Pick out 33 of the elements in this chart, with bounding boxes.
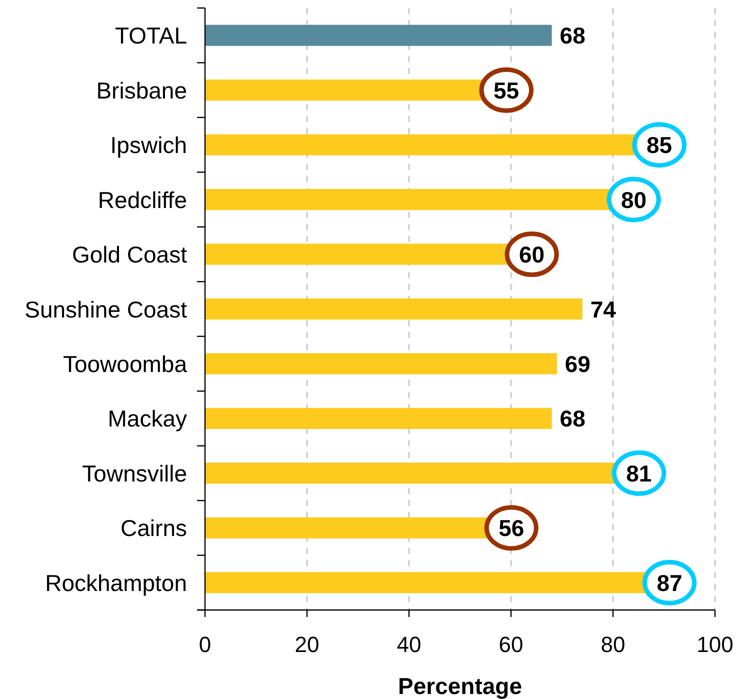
y-tick-label: Ipswich bbox=[110, 132, 187, 158]
bar bbox=[205, 24, 552, 46]
data-label: 74 bbox=[590, 296, 616, 322]
x-tick-label: 0 bbox=[198, 632, 212, 657]
x-tick-label: 20 bbox=[294, 632, 320, 657]
x-axis-title: Percentage bbox=[398, 673, 522, 699]
x-tick-label: 60 bbox=[498, 632, 524, 657]
data-label: 68 bbox=[560, 22, 586, 49]
y-tick-label: Toowoomba bbox=[62, 351, 188, 378]
data-label: 85 bbox=[646, 132, 672, 158]
y-tick-label: Rockhampton bbox=[45, 570, 187, 596]
data-label: 68 bbox=[560, 406, 586, 432]
y-tick-label: Brisbane bbox=[96, 77, 187, 104]
data-label: 56 bbox=[498, 515, 524, 542]
y-tick-label: Gold Coast bbox=[72, 242, 188, 268]
y-tick-label: Sunshine Coast bbox=[24, 296, 188, 322]
data-label: 87 bbox=[656, 570, 682, 596]
data-label: 55 bbox=[494, 77, 520, 104]
y-tick-label: TOTAL bbox=[115, 22, 188, 49]
data-label: 80 bbox=[621, 186, 647, 213]
data-label: 69 bbox=[564, 351, 590, 378]
y-tick-label: Redcliffe bbox=[98, 186, 187, 213]
bar bbox=[205, 353, 557, 374]
x-tick-label: 40 bbox=[396, 632, 422, 657]
bar bbox=[205, 408, 552, 429]
x-tick-label: 80 bbox=[600, 632, 626, 657]
bar bbox=[205, 298, 582, 320]
y-tick-label: Mackay bbox=[108, 406, 188, 432]
y-tick-label: Cairns bbox=[120, 515, 187, 542]
data-label: 81 bbox=[626, 460, 652, 486]
data-label: 60 bbox=[519, 242, 545, 268]
x-tick-label: 100 bbox=[696, 632, 734, 657]
y-tick-label: Townsville bbox=[82, 460, 187, 486]
